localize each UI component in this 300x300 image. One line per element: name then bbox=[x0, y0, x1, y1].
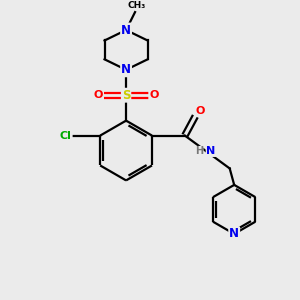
Text: N: N bbox=[121, 63, 131, 76]
Text: CH₃: CH₃ bbox=[128, 1, 146, 10]
Text: S: S bbox=[122, 89, 130, 102]
Text: N: N bbox=[229, 227, 239, 240]
Text: O: O bbox=[149, 90, 159, 100]
Text: Cl: Cl bbox=[60, 130, 72, 141]
Text: N: N bbox=[121, 23, 131, 37]
Text: H: H bbox=[195, 146, 203, 156]
Text: O: O bbox=[94, 90, 103, 100]
Text: N: N bbox=[206, 146, 215, 156]
Text: O: O bbox=[195, 106, 205, 116]
